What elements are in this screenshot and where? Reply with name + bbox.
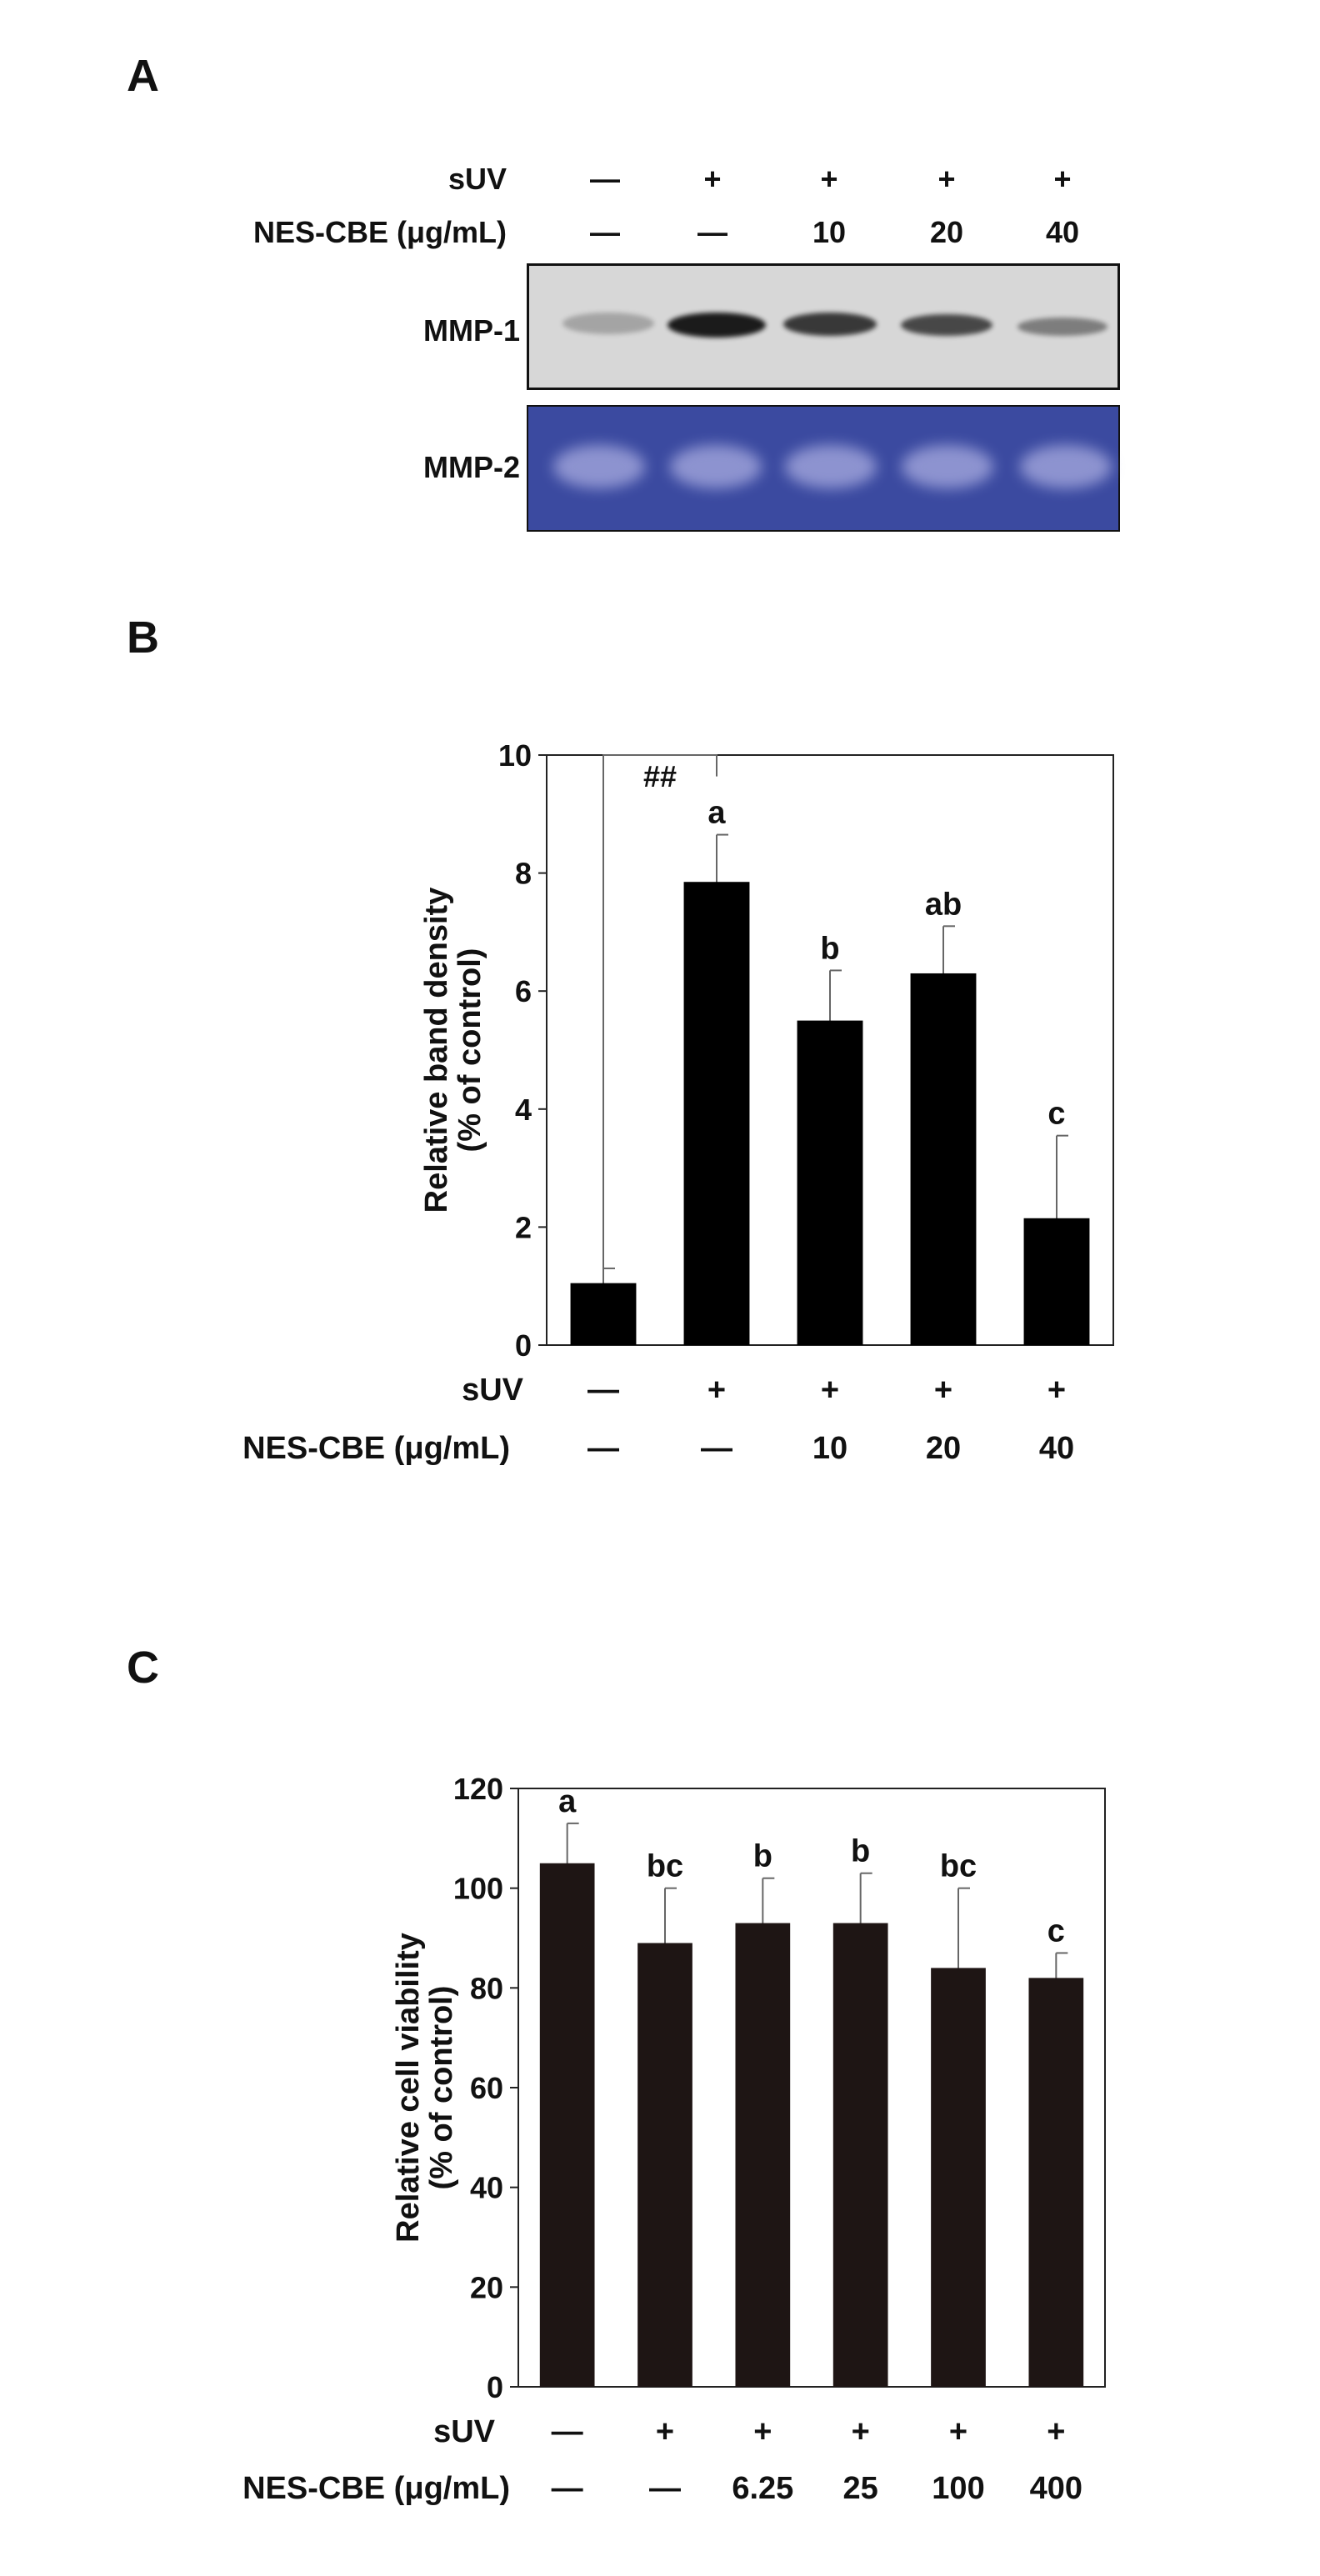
suv-condition: + — [949, 2414, 968, 2449]
y-axis-label: (% of control) — [452, 948, 488, 1153]
bar — [910, 973, 977, 1345]
mmp2-zymogram-image — [527, 405, 1120, 532]
nes-cbe-concentration: 100 — [932, 2471, 984, 2506]
y-tick-label: 60 — [470, 2071, 503, 2105]
panel-a-suv-lane-5: + — [1053, 162, 1072, 196]
nes-cbe-concentration: 10 — [812, 1431, 848, 1466]
nes-cbe-concentration: 6.25 — [732, 2471, 793, 2506]
mmp1-band-lane-1 — [562, 313, 654, 334]
y-tick-label: 0 — [515, 1328, 532, 1363]
y-tick-label: 20 — [470, 2270, 503, 2304]
mmp2-band-lane-4 — [902, 445, 993, 488]
nes-cbe-concentration: 20 — [926, 1431, 961, 1466]
bar — [1023, 1218, 1090, 1345]
nes-row-label: NES-CBE (μg/mL) — [242, 2471, 510, 2506]
suv-condition: — — [588, 1373, 619, 1408]
bar — [683, 882, 750, 1345]
panel-a-nes-lane-3: 10 — [812, 215, 847, 249]
panel-a-suv-lane-1: — — [590, 162, 620, 196]
panel-a-letter: A — [127, 51, 159, 101]
mmp2-band-lane-2 — [670, 445, 762, 488]
mmp1-band-lane-3 — [783, 313, 877, 336]
nes-cbe-concentration: 25 — [843, 2471, 878, 2506]
significance-letter: b — [851, 1834, 870, 1869]
y-tick-label: 80 — [470, 1971, 503, 2005]
plot-frame — [518, 1788, 1106, 2388]
significance-bracket — [602, 754, 718, 1268]
suv-condition: + — [753, 2414, 772, 2449]
significance-letter: a — [708, 796, 726, 831]
significance-letter: b — [753, 1839, 772, 1874]
nes-row-label: NES-CBE (μg/mL) — [242, 1431, 510, 1466]
bar — [832, 1923, 888, 2387]
mmp1-label: MMP-1 — [423, 313, 520, 348]
y-tick-label: 2 — [515, 1210, 532, 1244]
suv-condition: — — [552, 2414, 583, 2449]
bar — [638, 1943, 692, 2387]
panel-a-nes-label: NES-CBE (μg/mL) — [252, 215, 507, 249]
y-axis-label: (% of control) — [424, 1986, 459, 2190]
panel-a-suv-label: sUV — [448, 162, 507, 196]
suv-condition: + — [708, 1373, 726, 1408]
y-tick-label: 40 — [470, 2171, 503, 2205]
nes-cbe-concentration: — — [701, 1431, 732, 1466]
mmp1-band-lane-2 — [668, 313, 766, 338]
suv-condition: + — [934, 1373, 952, 1408]
panel-a-nes-lane-5: 40 — [1045, 215, 1080, 249]
nes-cbe-concentration: — — [552, 2471, 583, 2506]
significance-bracket-label: ## — [643, 759, 677, 793]
bar — [570, 1283, 637, 1345]
suv-condition: + — [1047, 2414, 1065, 2449]
mmp2-band-lane-3 — [785, 445, 877, 488]
panel-a-suv-lane-4: + — [938, 162, 956, 196]
suv-condition: + — [1048, 1373, 1066, 1408]
suv-condition: + — [821, 1373, 839, 1408]
y-tick-label: 100 — [453, 1872, 503, 1906]
y-axis-label: Relative cell viability — [391, 1933, 426, 2243]
panel-a-suv-lane-2: + — [703, 162, 722, 196]
mmp1-blot-image — [527, 263, 1120, 390]
nes-cbe-concentration: — — [649, 2471, 681, 2506]
significance-letter: b — [820, 931, 839, 966]
y-tick-label: 6 — [515, 974, 532, 1008]
mmp2-band-lane-5 — [1020, 445, 1112, 488]
suv-condition: + — [656, 2414, 674, 2449]
panel-a-suv-lane-3: + — [820, 162, 838, 196]
bar — [539, 1863, 595, 2387]
significance-letter: bc — [647, 1849, 683, 1884]
nes-cbe-concentration: — — [588, 1431, 619, 1466]
mmp2-band-lane-1 — [553, 445, 645, 488]
y-tick-label: 0 — [487, 2370, 503, 2404]
suv-row-label: sUV — [433, 2414, 496, 2449]
y-tick-label: 10 — [498, 738, 532, 773]
significance-letter: ab — [925, 887, 962, 922]
significance-letter: a — [558, 1784, 577, 1819]
y-tick-label: 8 — [515, 857, 532, 891]
suv-condition: + — [852, 2414, 870, 2449]
nes-cbe-concentration: 40 — [1039, 1431, 1074, 1466]
panel-c-letter: C — [127, 1643, 159, 1693]
mmp1-band-lane-4 — [901, 314, 992, 336]
mmp2-label: MMP-2 — [423, 450, 520, 484]
panel-a-nes-lane-1: — — [590, 215, 620, 249]
significance-letter: c — [1048, 1097, 1065, 1132]
bar — [735, 1923, 791, 2387]
bar — [931, 1968, 986, 2387]
suv-row-label: sUV — [462, 1373, 524, 1408]
panel-b-letter: B — [127, 613, 159, 663]
bar — [1028, 1978, 1084, 2387]
significance-letter: c — [1048, 1913, 1065, 1948]
mmp1-band-lane-5 — [1018, 318, 1108, 336]
nes-cbe-concentration: 400 — [1030, 2471, 1082, 2506]
panel-a-nes-lane-2: — — [698, 215, 728, 249]
y-axis-label: Relative band density — [419, 888, 454, 1213]
bar — [797, 1020, 863, 1345]
significance-letter: bc — [940, 1849, 977, 1884]
y-tick-label: 4 — [515, 1093, 532, 1127]
panel-a-nes-lane-4: 20 — [929, 215, 964, 249]
y-tick-label: 120 — [453, 1772, 503, 1806]
